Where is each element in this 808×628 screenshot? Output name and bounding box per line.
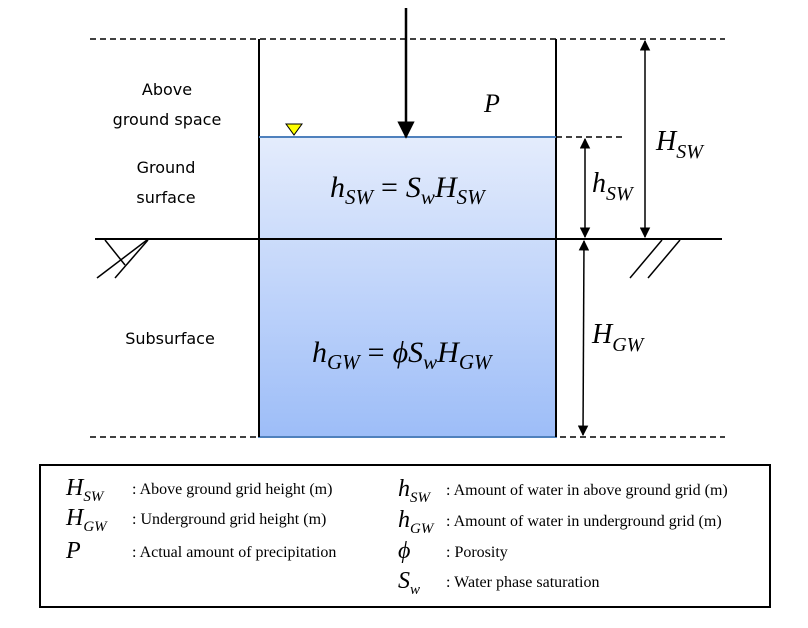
legend-description: : Amount of water in underground grid (m… (446, 513, 722, 530)
legend-description: : Porosity (446, 544, 508, 561)
legend-symbol: hGW (398, 507, 435, 537)
legend-symbol: hSW (398, 476, 432, 506)
precipitation-symbol: P (483, 89, 500, 118)
H-gw-label: HGW (591, 319, 646, 356)
hgw-arrow (577, 239, 590, 437)
h-sw-label: hSW (592, 168, 635, 205)
above-ground-label-line1: Above (142, 80, 192, 99)
left-ground-hatch (96, 239, 149, 279)
above-ground-label-line2: ground space (113, 110, 222, 129)
water-level-marker-icon (285, 123, 303, 136)
surface-water-equation: hSW = SwHSW (330, 171, 487, 209)
legend-description: : Above ground grid height (m) (132, 481, 332, 498)
ground-surface-label-line1: Ground (137, 158, 196, 177)
right-ground-hatch (629, 239, 681, 279)
legend-description: : Underground grid height (m) (132, 511, 326, 528)
legend-symbol: HSW (65, 475, 105, 505)
legend-symbol: ϕ (398, 538, 410, 564)
ground-surface-label-line2: surface (136, 188, 195, 207)
legend-right-column: hSW : Amount of water in above ground gri… (398, 476, 728, 598)
legend-box (39, 464, 771, 608)
legend-description: : Actual amount of precipitation (132, 544, 336, 561)
legend-left-column: HSW : Above ground grid height (m) HGW : Un… (65, 475, 336, 564)
legend-symbol: Sw (398, 568, 420, 598)
legend-description: : Water phase saturation (446, 574, 599, 591)
subsurface-label: Subsurface (125, 329, 215, 348)
groundwater-equation: hGW = ϕSwHGW (312, 336, 494, 374)
legend-symbol: HGW (65, 505, 108, 535)
legend-symbol: P (65, 538, 81, 564)
H-sw-label: HSW (655, 126, 705, 163)
legend-description: : Amount of water in above ground grid (… (446, 482, 728, 499)
